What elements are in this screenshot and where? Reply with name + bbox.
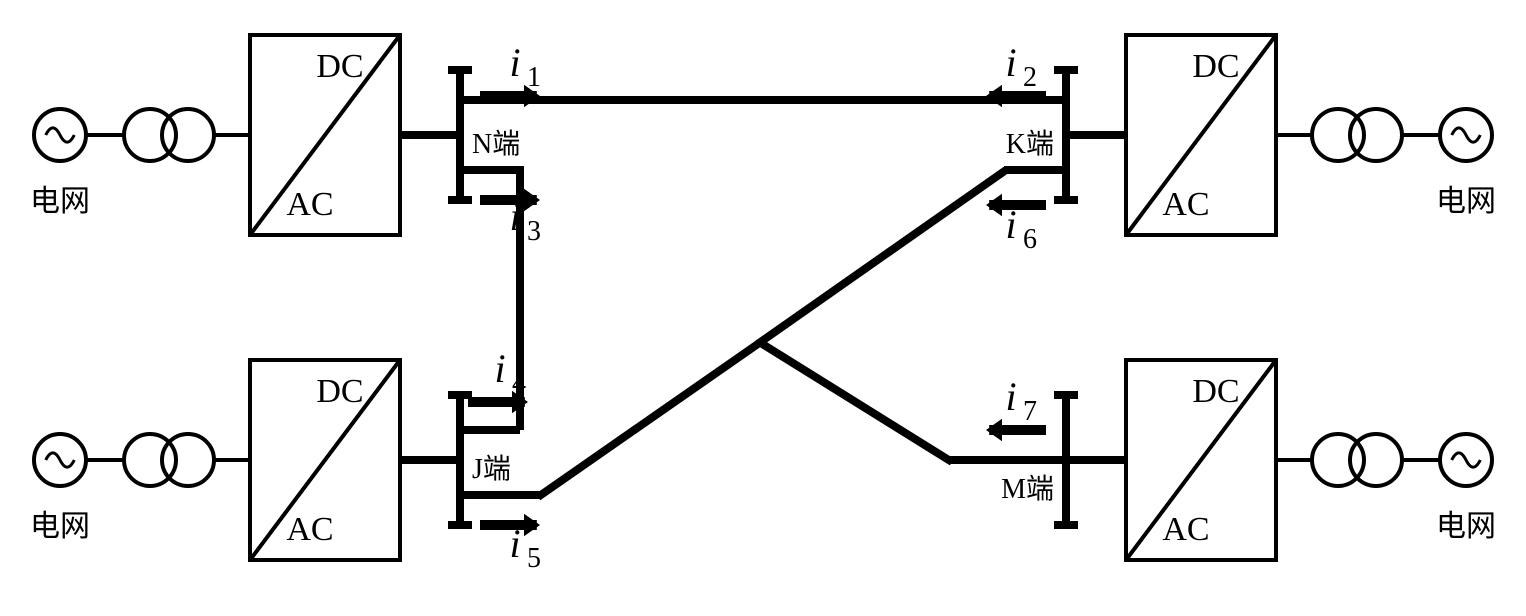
grid-label: 电网 bbox=[30, 510, 90, 543]
line-JK bbox=[757, 170, 1006, 345]
converter-ac-label: AC bbox=[286, 186, 333, 223]
svg-text:i: i bbox=[509, 194, 520, 239]
grid-label: 电网 bbox=[30, 185, 90, 218]
terminal-M: M端 bbox=[1001, 473, 1054, 505]
svg-text:i: i bbox=[509, 40, 520, 85]
svg-text:5: 5 bbox=[527, 543, 541, 574]
arrow-i7-head bbox=[986, 419, 1002, 441]
grid-label: 电网 bbox=[1436, 185, 1496, 218]
svg-text:4: 4 bbox=[512, 368, 526, 399]
converter-dc-label: DC bbox=[1192, 373, 1239, 410]
converter-dc-label: DC bbox=[1192, 48, 1239, 85]
svg-text:7: 7 bbox=[1023, 396, 1037, 427]
converter-dc-label: DC bbox=[316, 373, 363, 410]
svg-text:i: i bbox=[1005, 40, 1016, 85]
converter-ac-label: AC bbox=[1162, 511, 1209, 548]
terminal-K: K端 bbox=[1006, 128, 1054, 160]
label-i2: i2 bbox=[1005, 40, 1037, 93]
grid-label: 电网 bbox=[1436, 510, 1496, 543]
svg-text:i: i bbox=[494, 346, 505, 391]
sine-icon bbox=[46, 128, 75, 142]
transformer-coil bbox=[162, 434, 214, 486]
sine-icon bbox=[1452, 128, 1481, 142]
svg-text:3: 3 bbox=[527, 216, 541, 247]
converter-ac-label: AC bbox=[286, 511, 333, 548]
arrow-i5-head bbox=[524, 514, 540, 536]
svg-text:i: i bbox=[1005, 374, 1016, 419]
line-M bbox=[760, 343, 952, 463]
transformer-coil bbox=[1312, 109, 1364, 161]
converter-dc-label: DC bbox=[316, 48, 363, 85]
svg-text:1: 1 bbox=[527, 62, 541, 93]
arrow-i3-head bbox=[524, 189, 540, 211]
transformer-coil bbox=[1312, 434, 1364, 486]
label-i1: i1 bbox=[509, 40, 541, 93]
transformer-coil bbox=[162, 109, 214, 161]
svg-text:i: i bbox=[1005, 202, 1016, 247]
svg-text:i: i bbox=[509, 521, 520, 566]
arrow-i6-head bbox=[986, 194, 1002, 216]
converter-ac-label: AC bbox=[1162, 186, 1209, 223]
circuit-diagram: DCAC电网DCAC电网DCAC电网DCAC电网N端K端J端M端i1i2i3i6… bbox=[0, 0, 1526, 616]
terminal-N: N端 bbox=[472, 128, 520, 160]
sine-icon bbox=[1452, 453, 1481, 467]
svg-text:6: 6 bbox=[1023, 224, 1037, 255]
sine-icon bbox=[46, 453, 75, 467]
label-i7: i7 bbox=[1005, 374, 1037, 427]
svg-text:2: 2 bbox=[1023, 62, 1037, 93]
terminal-J: J端 bbox=[472, 453, 511, 485]
line-JK bbox=[538, 343, 760, 498]
